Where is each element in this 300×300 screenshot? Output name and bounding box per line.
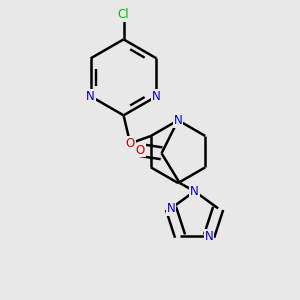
- Text: N: N: [152, 90, 161, 103]
- Text: Cl: Cl: [118, 8, 129, 21]
- Text: N: N: [86, 90, 95, 103]
- Text: O: O: [126, 137, 135, 150]
- Text: N: N: [174, 114, 182, 127]
- Text: N: N: [190, 185, 199, 198]
- Text: N: N: [167, 202, 176, 215]
- Text: O: O: [136, 143, 145, 157]
- Text: N: N: [205, 230, 214, 243]
